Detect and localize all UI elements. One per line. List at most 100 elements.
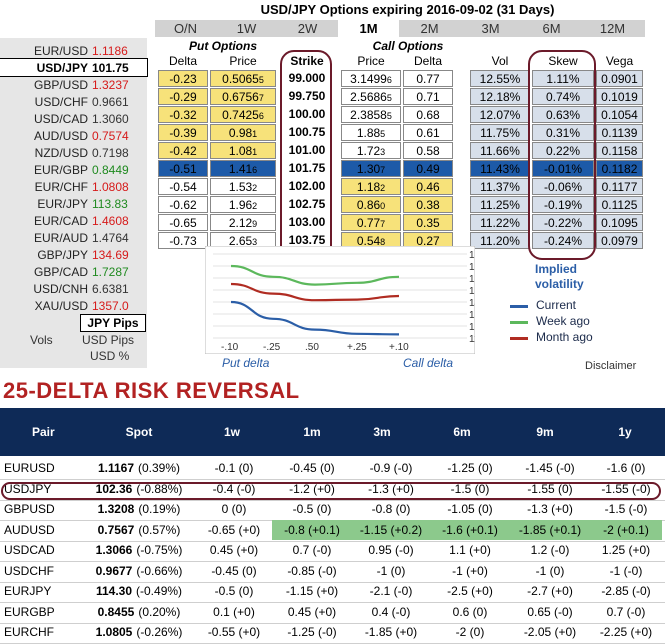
cell-put_price[interactable]: 0.74256 (210, 106, 276, 123)
cell-vol[interactable]: 11.66% (470, 142, 530, 159)
cell-call_price[interactable]: 2.38585 (341, 106, 401, 123)
rr-row-gbpusd[interactable]: GBPUSD 1.3208 (0.19%) 0 (0) -0.5 (0) -0.8 (0)… (0, 499, 665, 521)
cell-put_price[interactable]: 2.129 (210, 214, 276, 231)
pair-row-eurusd[interactable]: EUR/USD 1.1186 (0, 42, 147, 59)
cell-call_delta[interactable]: 0.68 (403, 106, 453, 123)
cell-put_delta[interactable]: -0.39 (158, 124, 208, 141)
cell-strike[interactable]: 102.75 (282, 196, 332, 213)
cell-put_delta[interactable]: -0.73 (158, 232, 208, 249)
pair-row-gbpcad[interactable]: GBP/CAD 1.7287 (0, 263, 147, 280)
cell-call_delta[interactable]: 0.77 (403, 70, 453, 87)
cell-call_price[interactable]: 0.548 (341, 232, 401, 249)
cell-call_delta[interactable]: 0.58 (403, 142, 453, 159)
disclaimer-link[interactable]: Disclaimer (585, 360, 637, 372)
cell-vega[interactable]: 0.1054 (596, 106, 643, 123)
rr-row-audusd[interactable]: AUDUSD 0.7567 (0.57%) -0.65 (+0) -0.8 (+0.1)… (0, 519, 665, 542)
cell-vol[interactable]: 11.20% (470, 232, 530, 249)
cell-put_delta[interactable]: -0.54 (158, 178, 208, 195)
cell-strike[interactable]: 103.00 (282, 214, 332, 231)
cell-strike[interactable]: 100.75 (282, 124, 332, 141)
cell-call_price[interactable]: 3.14996 (341, 70, 401, 87)
cell-call_delta[interactable]: 0.61 (403, 124, 453, 141)
cell-vega[interactable]: 0.1139 (596, 124, 643, 141)
cell-call_price[interactable]: 0.777 (341, 214, 401, 231)
pair-row-usdcnh[interactable]: USD/CNH 6.6381 (0, 280, 147, 297)
cell-vega[interactable]: 0.0979 (596, 232, 643, 249)
cell-put_delta[interactable]: -0.62 (158, 196, 208, 213)
pair-row-eurjpy[interactable]: EUR/JPY 113.83 (0, 195, 147, 212)
cell-skew[interactable]: 1.11% (532, 70, 594, 87)
cell-skew[interactable]: -0.24% (532, 232, 594, 249)
cell-put_price[interactable]: 0.981 (210, 124, 276, 141)
pair-row-gbpusd[interactable]: GBP/USD 1.3237 (0, 76, 147, 93)
cell-call_delta[interactable]: 0.46 (403, 178, 453, 195)
tab-1m[interactable]: 1M (338, 20, 399, 39)
cell-strike[interactable]: 101.75 (282, 160, 332, 177)
cell-vol[interactable]: 11.43% (470, 160, 530, 177)
rr-row-eurusd[interactable]: EURUSD 1.1167 (0.39%) -0.1 (0) -0.45 (0) -0.9… (0, 458, 665, 480)
rr-row-eurgbp[interactable]: EURGBP 0.8455 (0.20%) 0.1 (+0) 0.45 (+0) 0.4 … (0, 602, 665, 624)
pair-row-euraud[interactable]: EUR/AUD 1.4764 (0, 229, 147, 246)
cell-put_price[interactable]: 1.416 (210, 160, 276, 177)
cell-skew[interactable]: -0.01% (532, 160, 594, 177)
cell-skew[interactable]: -0.22% (532, 214, 594, 231)
cell-call_price[interactable]: 1.723 (341, 142, 401, 159)
cell-call_delta[interactable]: 0.38 (403, 196, 453, 213)
tab-12m[interactable]: 12M (599, 21, 626, 36)
cell-vol[interactable]: 12.18% (470, 88, 530, 105)
cell-put_price[interactable]: 0.50655 (210, 70, 276, 87)
cell-call_price[interactable]: 1.307 (341, 160, 401, 177)
cell-vega[interactable]: 0.1158 (596, 142, 643, 159)
cell-put_delta[interactable]: -0.42 (158, 142, 208, 159)
cell-call_delta[interactable]: 0.71 (403, 88, 453, 105)
pair-row-audusd[interactable]: AUD/USD 0.7574 (0, 127, 147, 144)
cell-strike[interactable]: 101.00 (282, 142, 332, 159)
cell-put_price[interactable]: 1.962 (210, 196, 276, 213)
cell-skew[interactable]: -0.19% (532, 196, 594, 213)
usd-percent-option[interactable]: USD % (90, 349, 130, 363)
cell-vega[interactable]: 0.1019 (596, 88, 643, 105)
cell-call_price[interactable]: 1.182 (341, 178, 401, 195)
pair-row-usdjpy[interactable]: USD/JPY 101.75 (0, 58, 148, 77)
cell-vol[interactable]: 11.75% (470, 124, 530, 141)
rr-row-eurchf[interactable]: EURCHF 1.0805 (-0.26%) -0.55 (+0) -1.25 (-0)… (0, 622, 665, 644)
cell-vega[interactable]: 0.1182 (596, 160, 643, 177)
cell-call_price[interactable]: 2.56865 (341, 88, 401, 105)
cell-put_price[interactable]: 1.532 (210, 178, 276, 195)
pair-row-xauusd[interactable]: XAU/USD 1357.0 (0, 297, 147, 314)
cell-call_price[interactable]: 1.885 (341, 124, 401, 141)
cell-put_delta[interactable]: -0.29 (158, 88, 208, 105)
tab-3m[interactable]: 3M (481, 21, 500, 36)
cell-vol[interactable]: 11.22% (470, 214, 530, 231)
tab-2m[interactable]: 2M (420, 21, 439, 36)
pair-row-gbpjpy[interactable]: GBP/JPY 134.69 (0, 246, 147, 263)
cell-strike[interactable]: 102.00 (282, 178, 332, 195)
usd-pips-option[interactable]: USD Pips (82, 333, 135, 347)
pair-row-eurgbp[interactable]: EUR/GBP 0.8449 (0, 161, 147, 178)
cell-skew[interactable]: -0.06% (532, 178, 594, 195)
cell-vega[interactable]: 0.0901 (596, 70, 643, 87)
cell-vol[interactable]: 11.37% (470, 178, 530, 195)
cell-put_delta[interactable]: -0.65 (158, 214, 208, 231)
cell-vol[interactable]: 11.25% (470, 196, 530, 213)
tab-1w[interactable]: 1W (236, 21, 257, 36)
tab-on[interactable]: O/N (173, 21, 198, 36)
rr-row-usdjpy[interactable]: USDJPY 102.36 (-0.88%) -0.4 (-0) -1.2 (+0) -1… (0, 479, 665, 501)
tab-2w[interactable]: 2W (297, 21, 318, 36)
cell-put_delta[interactable]: -0.32 (158, 106, 208, 123)
cell-put_price[interactable]: 0.67567 (210, 88, 276, 105)
cell-strike[interactable]: 99.000 (282, 70, 332, 87)
pair-row-nzdusd[interactable]: NZD/USD 0.7198 (0, 144, 147, 161)
cell-skew[interactable]: 0.63% (532, 106, 594, 123)
cell-skew[interactable]: 0.22% (532, 142, 594, 159)
cell-strike[interactable]: 103.75 (282, 232, 332, 249)
cell-call_delta[interactable]: 0.35 (403, 214, 453, 231)
tab-6m[interactable]: 6M (542, 21, 561, 36)
cell-strike[interactable]: 99.750 (282, 88, 332, 105)
cell-skew[interactable]: 0.31% (532, 124, 594, 141)
cell-skew[interactable]: 0.74% (532, 88, 594, 105)
rr-row-usdcad[interactable]: USDCAD 1.3066 (-0.75%) 0.45 (+0) 0.7 (-0) 0.9… (0, 540, 665, 562)
rr-row-eurjpy[interactable]: EURJPY 114.30 (-0.49%) -0.5 (0) -1.15 (+0) -2… (0, 581, 665, 603)
cell-vol[interactable]: 12.55% (470, 70, 530, 87)
cell-put_price[interactable]: 1.081 (210, 142, 276, 159)
